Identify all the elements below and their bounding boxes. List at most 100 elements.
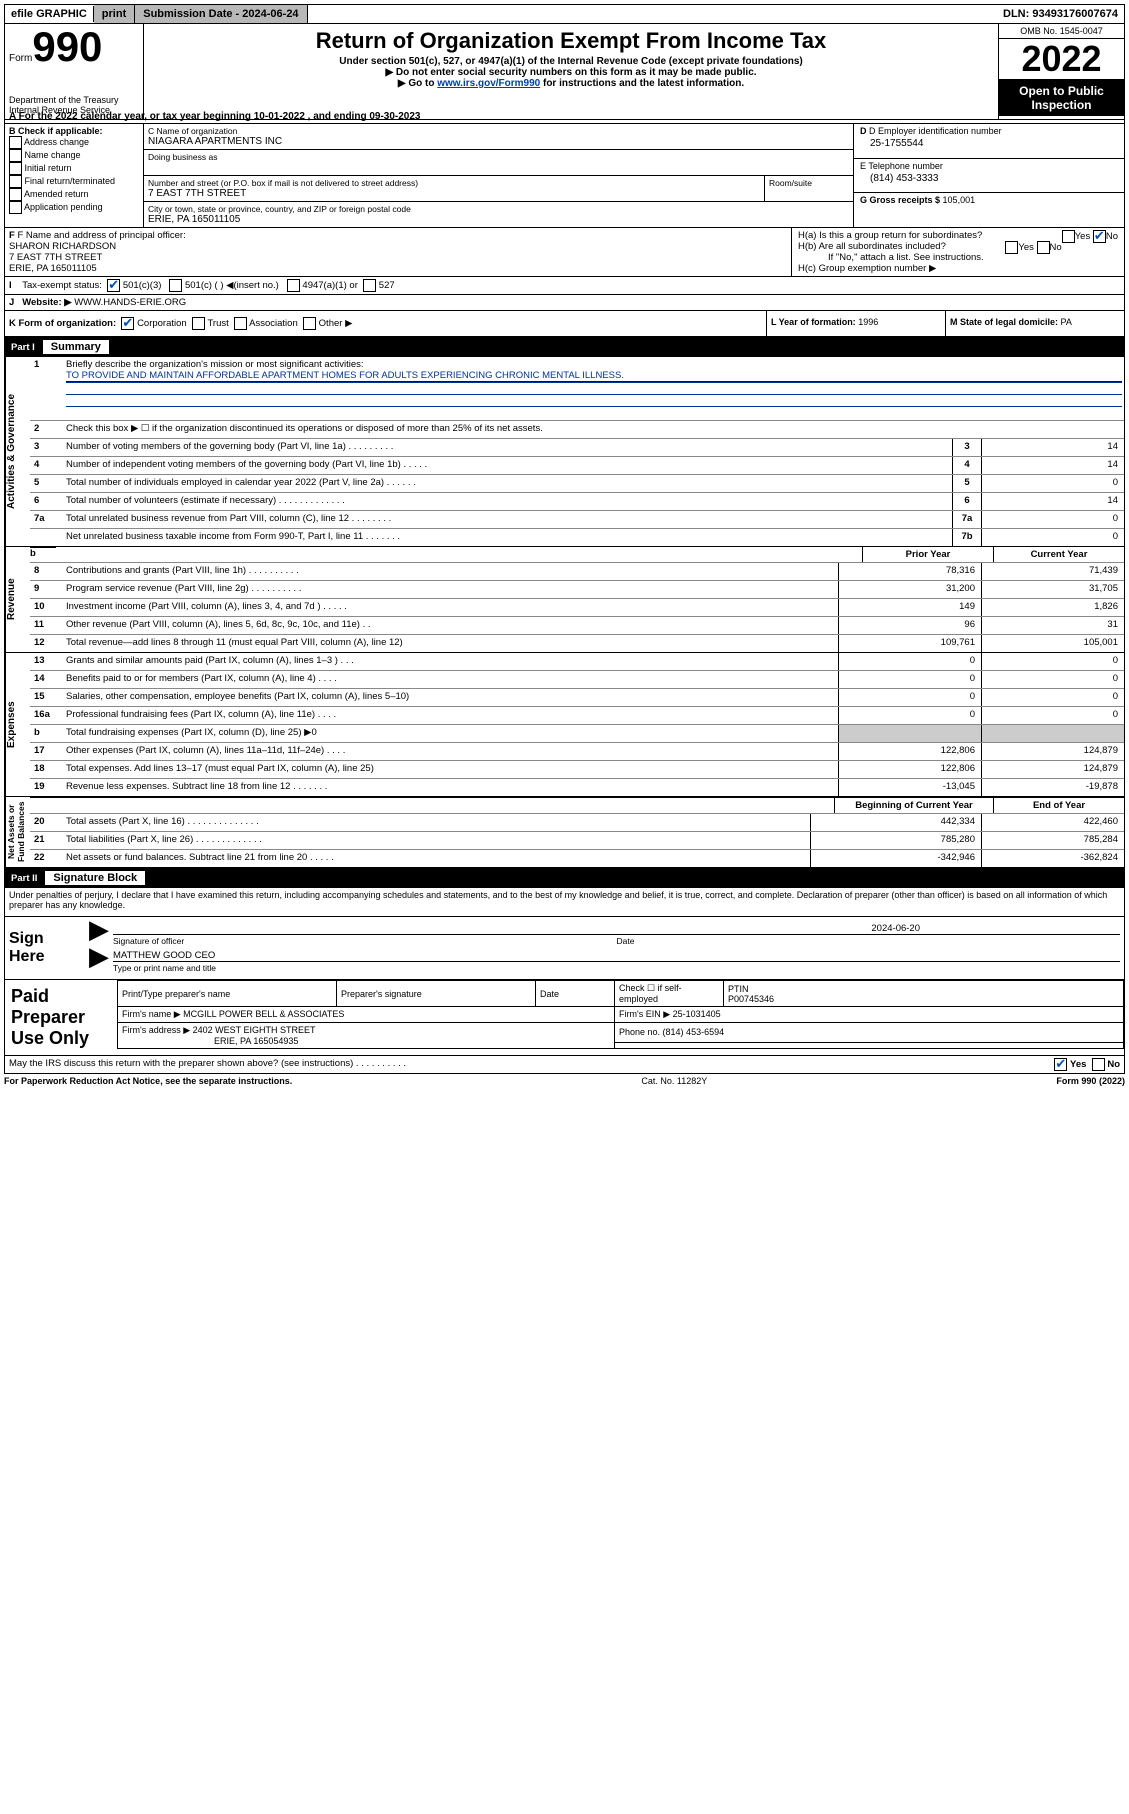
l-year: L Year of formation: 1996	[766, 311, 945, 336]
rev-line-8: 8Contributions and grants (Part VIII, li…	[30, 562, 1124, 580]
paid-preparer-block: Paid Preparer Use Only Print/Type prepar…	[4, 980, 1125, 1056]
section-c-name-addr: C Name of organization NIAGARA APARTMENT…	[144, 124, 853, 227]
row-k-l-m: K Form of organization: Corporation Trus…	[4, 311, 1125, 337]
hdr-boy: Beginning of Current Year	[834, 798, 993, 813]
form-label: Form	[9, 53, 32, 67]
form-title: Return of Organization Exempt From Incom…	[154, 28, 988, 54]
l1-label: Briefly describe the organization's miss…	[66, 359, 1122, 370]
chk-527[interactable]	[363, 279, 376, 292]
dln-label: DLN: 93493176007674	[997, 6, 1124, 22]
h-c: H(c) Group exemption number ▶	[798, 263, 1118, 274]
officer-addr1: 7 EAST 7TH STREET	[9, 252, 787, 263]
chk-amended[interactable]: Amended return	[9, 188, 139, 201]
cat-no: Cat. No. 11282Y	[641, 1076, 707, 1086]
sign-here-label: Sign Here	[5, 917, 85, 979]
header-right: OMB No. 1545-0047 2022 Open to Public In…	[998, 24, 1124, 119]
irs-discuss-text: May the IRS discuss this return with the…	[9, 1058, 406, 1071]
row-f-h: F F Name and address of principal office…	[4, 228, 1125, 277]
prep-date-hdr: Date	[536, 981, 615, 1007]
hdr-eoy: End of Year	[993, 798, 1124, 813]
exp-line-19: 19Revenue less expenses. Subtract line 1…	[30, 778, 1124, 796]
section-d-e-g: D D Employer identification number 25-17…	[853, 124, 1124, 227]
l2-text: Check this box ▶ ☐ if the organization d…	[64, 421, 1124, 438]
chk-assoc[interactable]	[234, 317, 247, 330]
phone-label: E Telephone number	[860, 161, 1118, 171]
chk-app-pending[interactable]: Application pending	[9, 201, 139, 214]
print-button[interactable]: print	[94, 5, 135, 23]
revenue-block: Revenue b Prior Year Current Year 8Contr…	[4, 547, 1125, 653]
gov-line-7b: Net unrelated business taxable income fr…	[30, 528, 1124, 546]
rev-line-10: 10Investment income (Part VIII, column (…	[30, 598, 1124, 616]
chk-name-change[interactable]: Name change	[9, 149, 139, 162]
hdr-current-year: Current Year	[993, 547, 1124, 562]
chk-4947[interactable]	[287, 279, 300, 292]
chk-501c3[interactable]	[107, 279, 120, 292]
header-center: Return of Organization Exempt From Incom…	[144, 24, 998, 119]
top-toolbar: efile GRAPHIC print Submission Date - 20…	[4, 4, 1125, 24]
gov-line-3: 3Number of voting members of the governi…	[30, 438, 1124, 456]
header-left: Form 990 Department of the Treasury Inte…	[5, 24, 144, 119]
paid-preparer-label: Paid Preparer Use Only	[5, 980, 117, 1055]
name-arrow-icon: ▶	[89, 950, 113, 973]
efile-label: efile GRAPHIC	[5, 6, 94, 22]
sig-officer-label: Signature of officer	[113, 936, 617, 946]
k-label: K Form of organization:	[9, 318, 116, 329]
omb-number: OMB No. 1545-0047	[999, 24, 1124, 39]
section-b-checkboxes: B Check if applicable: Address change Na…	[5, 124, 144, 227]
side-governance: Activities & Governance	[5, 357, 30, 546]
city-label: City or town, state or province, country…	[148, 204, 849, 214]
exp-line-14: 14Benefits paid to or for members (Part …	[30, 670, 1124, 688]
exp-line-18: 18Total expenses. Add lines 13–17 (must …	[30, 760, 1124, 778]
irs-discuss-yes[interactable]	[1054, 1058, 1067, 1071]
firm-ein: Firm's EIN ▶ 25-1031405	[615, 1007, 1124, 1023]
mission-text: TO PROVIDE AND MAINTAIN AFFORDABLE APART…	[66, 370, 1122, 382]
ein-value: 25-1755544	[860, 136, 1118, 149]
entity-info-row: B Check if applicable: Address change Na…	[4, 124, 1125, 228]
gross-receipts: G Gross receipts $ 105,001	[860, 195, 1118, 205]
f-label: F F Name and address of principal office…	[9, 230, 787, 241]
room-label: Room/suite	[769, 178, 849, 188]
b-label: B Check if applicable:	[9, 126, 139, 136]
gov-line-5: 5Total number of individuals employed in…	[30, 474, 1124, 492]
j-label: Website: ▶	[22, 297, 74, 308]
h-a: H(a) Is this a group return for subordin…	[798, 230, 1118, 241]
net-assets-block: Net Assets or Fund Balances Beginning of…	[4, 797, 1125, 868]
prep-sig-hdr: Preparer's signature	[337, 981, 536, 1007]
firm-phone: Phone no. (814) 453-6594	[615, 1023, 1124, 1043]
form-page: Form 990 (2022)	[1056, 1076, 1125, 1086]
i-label: Tax-exempt status:	[22, 280, 102, 291]
paid-preparer-table: Print/Type preparer's name Preparer's si…	[117, 980, 1124, 1049]
chk-initial-return[interactable]: Initial return	[9, 162, 139, 175]
org-street: 7 EAST 7TH STREET	[148, 188, 760, 199]
form-990-number: 990	[32, 28, 102, 66]
irs-link[interactable]: www.irs.gov/Form990	[437, 78, 540, 89]
sig-date-label: Date	[617, 936, 1121, 946]
net-line-22: 22Net assets or fund balances. Subtract …	[30, 849, 1124, 867]
submission-date-button[interactable]: Submission Date - 2024-06-24	[135, 5, 307, 23]
irs-discuss-no[interactable]	[1092, 1058, 1105, 1071]
dba-label: Doing business as	[148, 152, 849, 162]
website-value: WWW.HANDS-ERIE.ORG	[74, 297, 186, 308]
chk-other[interactable]	[303, 317, 316, 330]
exp-line-15: 15Salaries, other compensation, employee…	[30, 688, 1124, 706]
name-title-label: Type or print name and title	[113, 963, 1120, 973]
part-ii-header: Part II Signature Block	[4, 868, 1125, 888]
prep-ptin: PTINP00745346	[724, 981, 1124, 1007]
phone-value: (814) 453-3333	[860, 171, 1118, 184]
sign-date-value: 2024-06-20	[113, 923, 1120, 934]
c-name-label: C Name of organization	[148, 126, 849, 136]
gov-line-4: 4Number of independent voting members of…	[30, 456, 1124, 474]
gov-line-6: 6Total number of volunteers (estimate if…	[30, 492, 1124, 510]
officer-name-title: MATTHEW GOOD CEO	[113, 950, 1120, 961]
chk-corp[interactable]	[121, 317, 134, 330]
chk-501c[interactable]	[169, 279, 182, 292]
h-b-note: If "No," attach a list. See instructions…	[798, 252, 1118, 263]
expenses-block: Expenses 13Grants and similar amounts pa…	[4, 653, 1125, 797]
chk-address-change[interactable]: Address change	[9, 136, 139, 149]
officer-addr2: ERIE, PA 165011105	[9, 263, 787, 274]
chk-trust[interactable]	[192, 317, 205, 330]
exp-line-17: 17Other expenses (Part IX, column (A), l…	[30, 742, 1124, 760]
chk-final-return[interactable]: Final return/terminated	[9, 175, 139, 188]
gov-line-7a: 7aTotal unrelated business revenue from …	[30, 510, 1124, 528]
exp-line-b: bTotal fundraising expenses (Part IX, co…	[30, 724, 1124, 742]
